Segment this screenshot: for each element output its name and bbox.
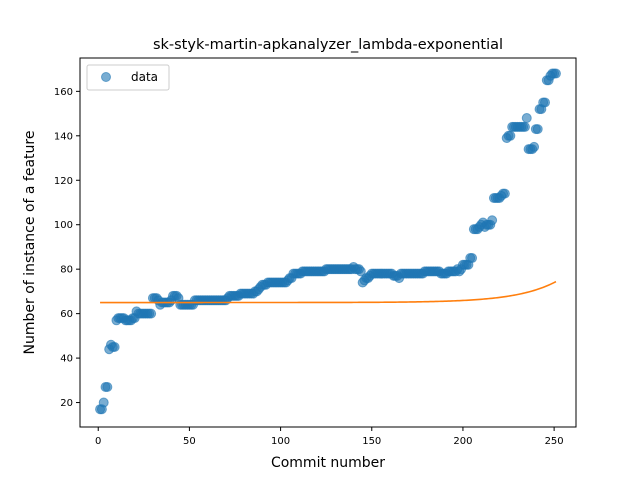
data-point [355,266,366,277]
data-point [487,215,498,226]
legend-box [86,64,170,91]
data-point [532,124,543,135]
x-axis: 0 50 100 150 200 250 [95,427,564,447]
y-tick-label: 140 [54,131,73,142]
y-tick-label: 60 [60,309,73,320]
data-point [109,341,120,352]
chart-title: sk-styk-martin-apkanalyzer_lambda-expone… [153,37,503,53]
data-point [499,188,510,199]
y-tick-label: 40 [60,354,73,365]
x-tick-label: 50 [183,436,196,447]
data-point [529,141,540,152]
y-tick-label: 80 [60,265,73,276]
data-point [540,97,550,108]
y-axis: 20 40 60 80 100 120 140 160 [54,87,80,409]
data-point [521,113,532,124]
legend: data [86,64,170,91]
data-point [146,308,157,319]
x-tick-label: 250 [545,436,564,447]
x-tick-label: 0 [95,436,101,447]
data-point [98,397,109,408]
data-point [102,381,113,392]
data-point [505,130,516,141]
y-axis-title: Number of instance of a feature [22,131,38,355]
axes-frame [79,57,577,428]
y-tick-label: 20 [60,398,73,409]
x-tick-label: 200 [453,436,472,447]
fit-line [100,280,557,304]
x-tick-label: 100 [271,436,290,447]
legend-marker [101,72,111,82]
y-tick-label: 120 [54,176,73,187]
x-tick-label: 150 [362,436,381,447]
data-point [519,121,530,132]
data-point [550,68,561,79]
x-axis-title: Commit number [271,455,385,471]
y-tick-label: 160 [54,87,73,98]
legend-label-data: data [131,70,158,84]
data-point [467,253,478,264]
y-tick-label: 100 [54,220,73,231]
plot-area [95,68,561,415]
